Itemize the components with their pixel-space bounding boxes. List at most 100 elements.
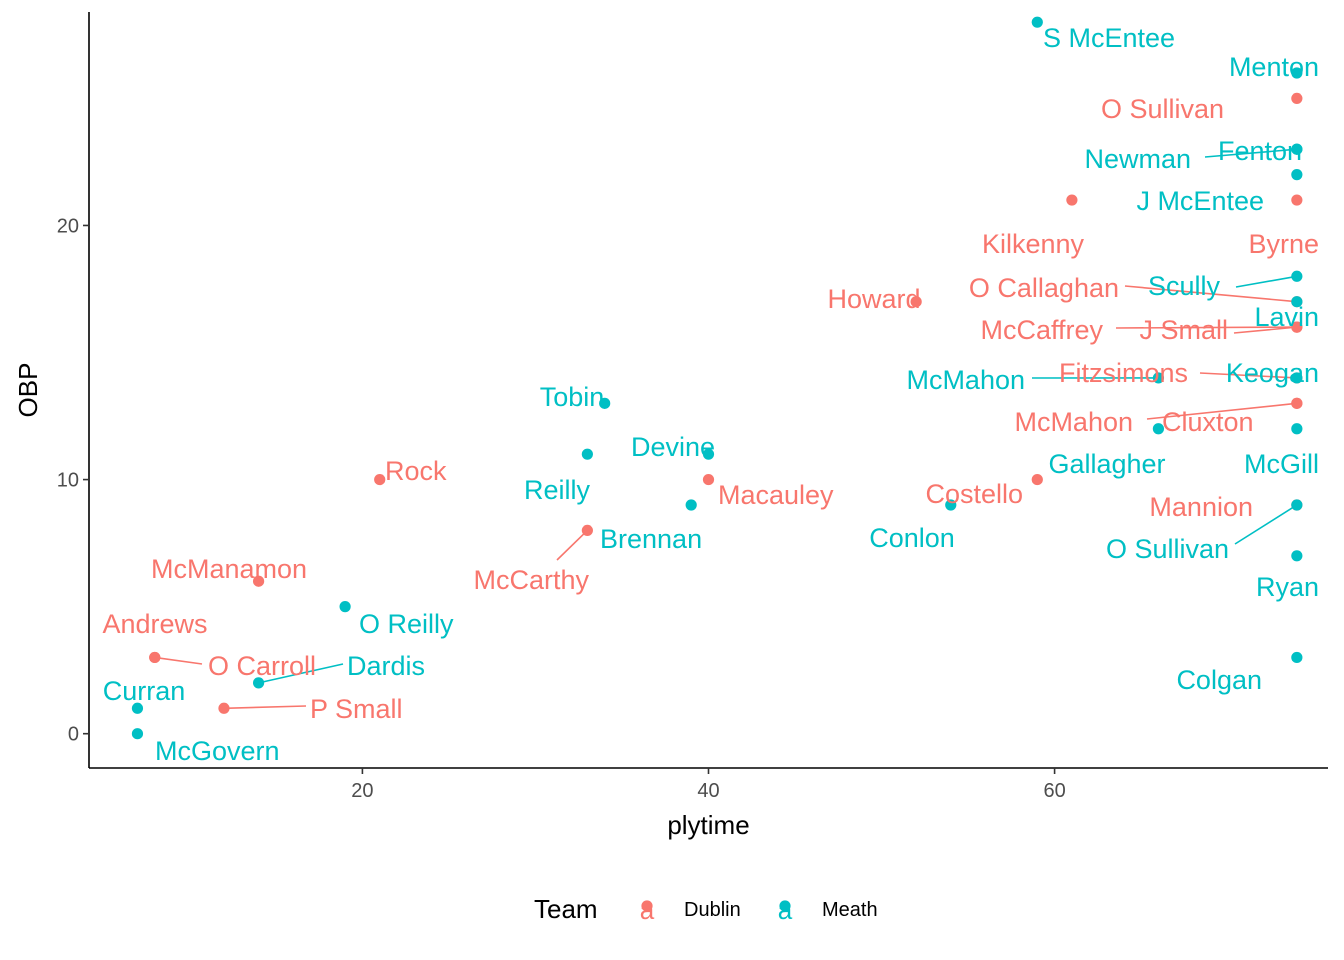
x-tick-label: 60: [1043, 780, 1065, 802]
point-label: Scully: [1148, 271, 1221, 301]
data-point: [1291, 194, 1303, 206]
point-label: McGill: [1244, 449, 1319, 479]
data-point: [1066, 194, 1078, 206]
point-label: Fenton: [1218, 136, 1302, 166]
data-point: [1291, 143, 1303, 155]
point-label: Colgan: [1176, 665, 1262, 695]
y-tick-label: 0: [68, 724, 79, 746]
point-label: Tobin: [540, 382, 605, 412]
data-points: [131, 16, 1303, 740]
y-tick-label: 20: [57, 215, 79, 237]
point-label: Mannion: [1149, 492, 1253, 522]
point-label: Costello: [925, 479, 1023, 509]
point-label: McManamon: [151, 554, 307, 584]
label-connector: [1115, 326, 1297, 329]
label-connector: [223, 705, 307, 710]
point-label: J McEntee: [1136, 186, 1264, 216]
label-connector: [556, 529, 588, 561]
label-connector: [1199, 372, 1297, 379]
data-point: [1291, 651, 1303, 664]
point-label: O Reilly: [359, 609, 454, 639]
point-label: McCaffrey: [980, 315, 1103, 345]
label-connector: [1233, 326, 1297, 334]
label-connector: [1124, 285, 1297, 303]
label-connector: [154, 656, 203, 665]
point-label: Brennan: [600, 524, 702, 554]
legend-key-point: [779, 900, 791, 912]
legend-key-point: [641, 900, 653, 912]
point-label: Rock: [385, 456, 447, 486]
data-point: [599, 397, 611, 409]
data-point: [339, 601, 351, 613]
point-label: Lavin: [1254, 302, 1319, 332]
legend-label: Meath: [822, 899, 878, 921]
point-label: Curran: [103, 676, 186, 706]
data-point: [374, 473, 386, 486]
legend-label: Dublin: [684, 899, 741, 921]
point-label: Fitzsimons: [1059, 358, 1188, 388]
point-label: McGovern: [155, 736, 280, 766]
legend-title: Team: [534, 894, 598, 924]
point-labels: O Sullivan Byrne Kilkenny Howard O Callaghan…: [102, 23, 1319, 766]
y-tick-label: 10: [57, 470, 79, 492]
point-label: McCarthy: [473, 565, 589, 595]
point-label: Gallagher: [1048, 449, 1165, 479]
point-label: McMahon: [906, 365, 1025, 395]
label-connector: [1234, 504, 1298, 545]
data-point: [1291, 296, 1303, 308]
point-label: Dardis: [347, 651, 425, 681]
data-point: [1152, 372, 1165, 384]
point-label: Kilkenny: [982, 229, 1085, 259]
data-point: [1291, 499, 1303, 511]
label-connectors: [154, 148, 1298, 710]
data-point: [1031, 16, 1043, 28]
data-point: [1291, 321, 1303, 333]
data-point: [149, 651, 161, 664]
data-point: [131, 728, 144, 740]
label-connector: [1235, 275, 1297, 288]
data-point: [702, 448, 715, 460]
data-point: [1291, 550, 1303, 562]
point-label: O Sullivan: [1101, 94, 1224, 124]
point-label: Macauley: [718, 480, 834, 510]
data-point: [1291, 372, 1303, 384]
legend-item: aDublin: [640, 895, 741, 925]
y-ticks: 0 10 20: [57, 215, 89, 746]
point-label: Newman: [1084, 144, 1191, 174]
point-label: P Small: [310, 694, 403, 724]
data-point: [1291, 67, 1303, 79]
point-label: Cluxton: [1162, 407, 1254, 437]
data-point: [1031, 473, 1043, 486]
x-axis-title: plytime: [667, 810, 749, 840]
point-label: Keogan: [1226, 358, 1319, 388]
data-point: [1291, 169, 1303, 181]
label-connector: [258, 663, 344, 684]
point-label: McMahon: [1014, 407, 1133, 437]
x-ticks: 20 40 60: [351, 768, 1066, 802]
point-label: Devine: [631, 432, 715, 462]
point-label: Byrne: [1248, 229, 1319, 259]
data-point: [945, 499, 957, 511]
label-connector: [1146, 402, 1297, 420]
point-label: Howard: [827, 284, 920, 314]
point-label: Reilly: [524, 475, 591, 505]
y-axis-title: OBP: [13, 363, 43, 418]
point-label: O Sullivan: [1106, 534, 1229, 564]
point-label: O Callaghan: [969, 273, 1119, 303]
data-point: [1152, 423, 1165, 435]
legend: Team aDublin aMeath: [534, 894, 878, 925]
point-label: J Small: [1139, 315, 1228, 345]
legend-item: aMeath: [778, 895, 878, 925]
data-point: [131, 702, 144, 714]
x-tick-label: 40: [697, 780, 719, 802]
x-tick-label: 20: [351, 780, 373, 802]
legend-items: aDublin aMeath: [640, 895, 878, 925]
data-point: [581, 448, 593, 460]
point-label: O Carroll: [208, 651, 316, 681]
point-label: S McEntee: [1043, 23, 1175, 53]
data-point: [910, 296, 922, 308]
point-label: Conlon: [869, 523, 955, 553]
axes: 20 40 60 0 10 20: [57, 12, 1328, 802]
data-point: [252, 575, 265, 587]
data-point: [218, 702, 230, 714]
